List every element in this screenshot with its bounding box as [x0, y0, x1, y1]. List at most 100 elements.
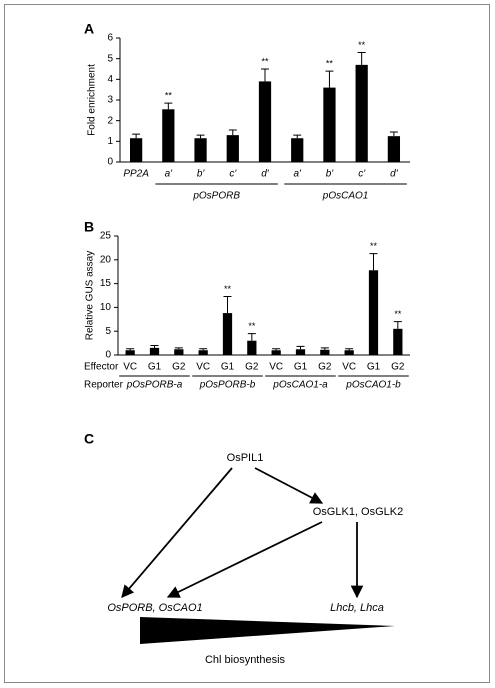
error-bar — [272, 348, 281, 351]
x-tick-label: a' — [165, 169, 174, 180]
y-tick-label: 5 — [107, 53, 113, 64]
x-tick-label: G2 — [318, 362, 332, 373]
error-bar — [199, 348, 208, 351]
x-tick-label: b' — [326, 169, 335, 180]
x-tick-label: G2 — [172, 362, 186, 373]
node: OsPIL1 — [227, 452, 264, 464]
panel-label: C — [84, 431, 94, 447]
x-tick-label: d' — [261, 169, 270, 180]
significance-label: ** — [224, 284, 232, 294]
bar — [125, 350, 135, 355]
bar — [368, 270, 379, 355]
reporter-label: pOsCAO1-b — [345, 380, 401, 391]
reporter-label: pOsCAO1-a — [272, 380, 328, 391]
error-bar — [223, 295, 232, 314]
error-bar — [345, 348, 354, 351]
significance-label: ** — [165, 90, 173, 100]
y-tick-label: 5 — [105, 326, 111, 337]
error-bar — [164, 102, 173, 110]
panel-label: A — [84, 21, 94, 37]
error-bar — [389, 131, 398, 137]
error-bar — [132, 133, 141, 139]
error-bar — [393, 321, 402, 329]
bar — [226, 135, 239, 162]
significance-label: ** — [261, 56, 269, 66]
x-tick-label: G1 — [148, 362, 162, 373]
group-label: pOsCAO1 — [322, 191, 369, 202]
error-bar — [150, 344, 159, 348]
x-tick-label: G1 — [294, 362, 308, 373]
reporter-label: pOsPORB-b — [199, 380, 256, 391]
bar — [295, 349, 306, 355]
y-tick-label: 0 — [107, 157, 113, 168]
gradient-shape — [140, 617, 395, 644]
error-bar — [174, 347, 183, 350]
x-tick-label: G2 — [245, 362, 259, 373]
significance-label: ** — [326, 58, 334, 68]
x-tick-label: c' — [358, 169, 366, 180]
error-bar — [196, 134, 205, 139]
y-tick-label: 3 — [107, 95, 113, 106]
diagram: C OsPIL1 OsGLK1, OsGLK2 OsPORB, OsCAO1 L… — [84, 431, 403, 666]
y-axis-label: Relative GUS assay — [85, 251, 96, 340]
y-axis-label: Fold enrichment — [87, 64, 98, 136]
error-bar — [369, 253, 378, 271]
panel-label: B — [84, 219, 94, 235]
bar — [387, 136, 401, 162]
node: OsGLK1, OsGLK2 — [313, 506, 403, 518]
group-label: pOsPORB — [192, 191, 240, 202]
significance-label: ** — [248, 321, 256, 331]
x-tick-label: d' — [390, 169, 399, 180]
bar — [393, 328, 403, 355]
bar — [247, 340, 257, 355]
arrow — [121, 467, 233, 598]
bar — [355, 64, 368, 162]
x-tick-label: G1 — [221, 362, 235, 373]
x-tick-label: VC — [196, 362, 210, 373]
significance-label: ** — [358, 40, 366, 50]
error-bar — [296, 345, 305, 350]
error-bar — [357, 51, 366, 65]
y-tick-label: 4 — [107, 74, 113, 85]
bar — [323, 87, 336, 162]
bar — [129, 138, 143, 162]
x-tick-label: G2 — [391, 362, 405, 373]
bar — [174, 349, 184, 355]
y-tick-label: 0 — [105, 350, 111, 361]
x-tick-label: VC — [269, 362, 283, 373]
y-tick-label: 15 — [100, 278, 112, 289]
bar — [198, 350, 208, 355]
significance-label: ** — [394, 309, 402, 319]
y-tick-label: 1 — [107, 136, 113, 147]
bar — [258, 81, 272, 162]
y-tick-label: 20 — [100, 254, 112, 265]
error-bar — [320, 347, 329, 350]
node: OsPORB, OsCAO1 — [107, 602, 202, 614]
bar — [162, 109, 175, 162]
bar — [320, 349, 330, 355]
y-tick-label: 25 — [100, 231, 112, 242]
x-tick-label: VC — [123, 362, 137, 373]
bar — [291, 138, 304, 162]
output-label: Chl biosynthesis — [205, 654, 286, 666]
error-bar — [228, 129, 237, 136]
bar — [222, 313, 233, 355]
error-bar — [325, 70, 334, 88]
error-bar — [126, 348, 135, 351]
row-label: Reporter — [84, 380, 124, 391]
x-tick-label: b' — [197, 169, 206, 180]
reporter-label: pOsPORB-a — [126, 380, 183, 391]
bar — [344, 350, 354, 355]
frame — [4, 4, 490, 683]
arrow — [254, 467, 324, 504]
x-tick-label: VC — [342, 362, 356, 373]
error-bar — [293, 134, 302, 139]
bar — [149, 347, 160, 355]
error-bar — [261, 68, 269, 82]
x-tick-label: G1 — [367, 362, 381, 373]
x-tick-label: c' — [229, 169, 237, 180]
y-tick-label: 2 — [107, 115, 113, 126]
x-tick-label: a' — [293, 169, 302, 180]
arrow — [166, 521, 323, 598]
